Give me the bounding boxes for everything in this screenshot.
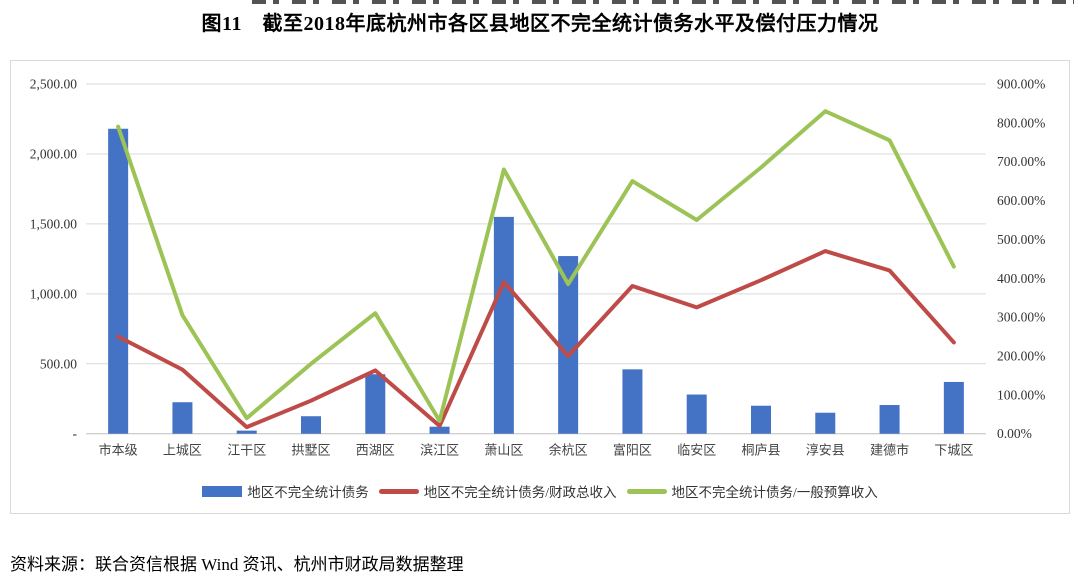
legend-item-debt: 地区不完全统计债务 bbox=[202, 481, 369, 501]
bar-下城区 bbox=[943, 381, 964, 434]
svg-text:400.00%: 400.00% bbox=[997, 271, 1045, 286]
svg-text:600.00%: 600.00% bbox=[997, 193, 1045, 208]
left-axis-tick-labels: 2,500.00 2,000.00 1,500.00 1,000.00 500.00 - bbox=[30, 77, 78, 442]
svg-text:300.00%: 300.00% bbox=[997, 310, 1045, 325]
svg-text:余杭区: 余杭区 bbox=[549, 443, 588, 458]
svg-text:1,500.00: 1,500.00 bbox=[30, 216, 78, 231]
svg-text:桐庐县: 桐庐县 bbox=[741, 443, 780, 458]
combo-chart-canvas: 2,500.00 2,000.00 1,500.00 1,000.00 500.00 - 9… bbox=[30, 77, 1046, 458]
green-line-series bbox=[116, 109, 956, 423]
legend-label: 地区不完全统计债务 bbox=[247, 485, 369, 500]
category-labels: 市本级 上城区 江干区 拱墅区 西湖区 滨江区 萧山区 余杭区 富阳区 临安区 桐庐县 淳安县 建德市 下… bbox=[99, 443, 974, 458]
svg-text:2,500.00: 2,500.00 bbox=[30, 77, 78, 92]
svg-text:2,000.00: 2,000.00 bbox=[30, 146, 78, 161]
bar-富阳区 bbox=[622, 369, 643, 434]
svg-text:-: - bbox=[73, 426, 78, 441]
svg-text:建德市: 建德市 bbox=[870, 443, 909, 458]
bar-series-swatch bbox=[202, 485, 243, 497]
svg-text:临安区: 临安区 bbox=[677, 443, 716, 458]
svg-text:200.00%: 200.00% bbox=[997, 348, 1045, 363]
svg-text:西湖区: 西湖区 bbox=[356, 443, 395, 458]
svg-text:700.00%: 700.00% bbox=[997, 154, 1045, 169]
svg-text:500.00: 500.00 bbox=[40, 356, 77, 371]
source-note: 资料来源：联合资信根据 Wind 资讯、杭州市财政局数据整理 bbox=[10, 555, 464, 574]
svg-text:100.00%: 100.00% bbox=[997, 387, 1045, 402]
svg-text:800.00%: 800.00% bbox=[997, 115, 1045, 130]
svg-text:500.00%: 500.00% bbox=[997, 232, 1045, 247]
svg-text:1,000.00: 1,000.00 bbox=[30, 286, 78, 301]
svg-text:市本级: 市本级 bbox=[99, 443, 138, 458]
bar-拱墅区 bbox=[301, 416, 321, 434]
svg-text:0.00%: 0.00% bbox=[997, 426, 1032, 441]
green-line-series-swatch bbox=[626, 488, 667, 494]
bar-市本级 bbox=[108, 128, 129, 434]
bar-余杭区 bbox=[558, 256, 579, 434]
red-line-series-swatch bbox=[378, 488, 419, 494]
svg-text:上城区: 上城区 bbox=[163, 443, 202, 458]
chart-legend: 地区不完全统计债务 地区不完全统计债务/财政总收入 地区不完全统计债务/一般预算… bbox=[11, 481, 1069, 501]
bar-临安区 bbox=[686, 394, 707, 434]
clipped-text-remnant bbox=[252, 0, 1074, 4]
svg-text:富阳区: 富阳区 bbox=[613, 443, 652, 458]
bar-上城区 bbox=[172, 402, 193, 434]
page-title: 图11 截至2018年底杭州市各区县地区不完全统计债务水平及偿付压力情况 bbox=[201, 13, 879, 35]
svg-text:900.00%: 900.00% bbox=[997, 77, 1045, 92]
gridlines bbox=[86, 83, 986, 435]
svg-text:拱墅区: 拱墅区 bbox=[291, 443, 330, 458]
svg-text:萧山区: 萧山区 bbox=[484, 443, 523, 458]
bar-series bbox=[108, 128, 964, 434]
bar-桐庐县 bbox=[751, 405, 771, 434]
red-line-series bbox=[116, 249, 956, 430]
legend-item-debt-to-budget-revenue: 地区不完全统计债务/一般预算收入 bbox=[626, 481, 878, 501]
svg-text:下城区: 下城区 bbox=[934, 443, 973, 458]
right-axis-tick-labels: 900.00% 800.00% 700.00% 600.00% 500.00% 400.0… bbox=[997, 77, 1045, 442]
bar-淳安县 bbox=[815, 412, 836, 434]
legend-label: 地区不完全统计债务/一般预算收入 bbox=[671, 485, 878, 500]
bar-滨江区 bbox=[429, 426, 450, 434]
svg-text:滨江区: 滨江区 bbox=[420, 443, 459, 458]
bar-建德市 bbox=[879, 405, 900, 434]
legend-item-debt-to-total-revenue: 地区不完全统计债务/财政总收入 bbox=[378, 481, 617, 501]
bar-江干区 bbox=[236, 430, 257, 434]
legend-label: 地区不完全统计债务/财政总收入 bbox=[423, 485, 617, 500]
chart-frame: 2,500.00 2,000.00 1,500.00 1,000.00 500.00 - 9… bbox=[10, 60, 1070, 514]
bar-西湖区 bbox=[365, 374, 386, 434]
svg-text:江干区: 江干区 bbox=[227, 443, 266, 458]
svg-text:淳安县: 淳安县 bbox=[806, 443, 845, 458]
bar-萧山区 bbox=[493, 216, 514, 434]
